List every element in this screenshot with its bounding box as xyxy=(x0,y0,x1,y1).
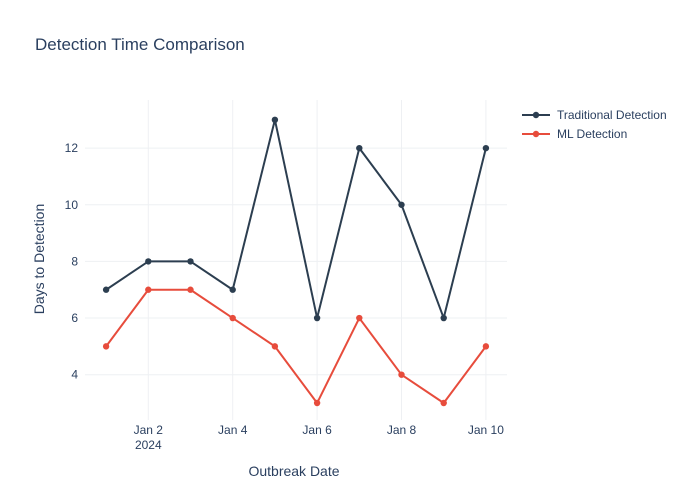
legend-item-traditional-detection[interactable]: Traditional Detection xyxy=(522,108,667,122)
traditional-detection-point[interactable] xyxy=(229,286,236,293)
traditional-detection-point[interactable] xyxy=(271,116,279,124)
traditional-detection-point[interactable] xyxy=(145,258,152,265)
x-tick-label: Jan 6 xyxy=(302,423,332,437)
ml-detection-point[interactable] xyxy=(187,286,194,293)
traditional-detection-point[interactable] xyxy=(313,314,321,322)
y-axis-title: Days to Detection xyxy=(31,204,47,315)
legend[interactable]: Traditional Detection ML Detection xyxy=(522,108,667,141)
traditional-detection-point[interactable] xyxy=(102,286,110,293)
ml-detection-point[interactable] xyxy=(145,286,152,293)
y-tick-label: 10 xyxy=(65,198,79,212)
ml-detection-line xyxy=(105,288,487,405)
traditional-detection-point[interactable] xyxy=(440,314,447,322)
chart-title: Detection Time Comparison xyxy=(35,35,245,54)
traditional-detection-point[interactable] xyxy=(398,201,405,208)
legend-label: Traditional Detection xyxy=(557,108,667,122)
y-tick-label: 4 xyxy=(71,368,78,382)
legend-item-ml-detection[interactable]: ML Detection xyxy=(522,127,627,141)
ml-detection-point[interactable] xyxy=(440,399,447,407)
y-tick-label: 8 xyxy=(71,254,78,268)
legend-swatch-marker xyxy=(532,130,540,138)
ml-detection-point[interactable] xyxy=(102,343,110,350)
x-tick-label: Jan 8 xyxy=(387,423,417,437)
legend-swatch-marker xyxy=(532,111,540,119)
traditional-detection-point[interactable] xyxy=(482,144,490,152)
x-tick-label: Jan 2 xyxy=(134,423,164,437)
x-tick-sublabel: 2024 xyxy=(135,438,162,452)
ml-detection-point[interactable] xyxy=(229,314,236,322)
traditional-detection-point[interactable] xyxy=(187,258,194,265)
traditional-detection-line xyxy=(105,118,487,320)
y-tick-label: 12 xyxy=(65,141,79,155)
traditional-detection-point[interactable] xyxy=(356,144,363,152)
series-layer xyxy=(102,116,490,407)
legend-label: ML Detection xyxy=(557,127,627,141)
ml-detection-point[interactable] xyxy=(356,314,363,322)
ml-detection-point[interactable] xyxy=(482,343,490,350)
y-tick-label: 6 xyxy=(71,311,78,325)
x-tick-label: Jan 10 xyxy=(468,423,504,437)
ml-detection-point[interactable] xyxy=(313,399,321,407)
x-axis-title: Outbreak Date xyxy=(248,463,339,479)
y-axis-ticks: 4 6 8 10 12 xyxy=(65,141,79,382)
x-tick-label: Jan 4 xyxy=(218,423,248,437)
ml-detection-point[interactable] xyxy=(398,371,405,378)
ml-detection-point[interactable] xyxy=(271,343,279,350)
